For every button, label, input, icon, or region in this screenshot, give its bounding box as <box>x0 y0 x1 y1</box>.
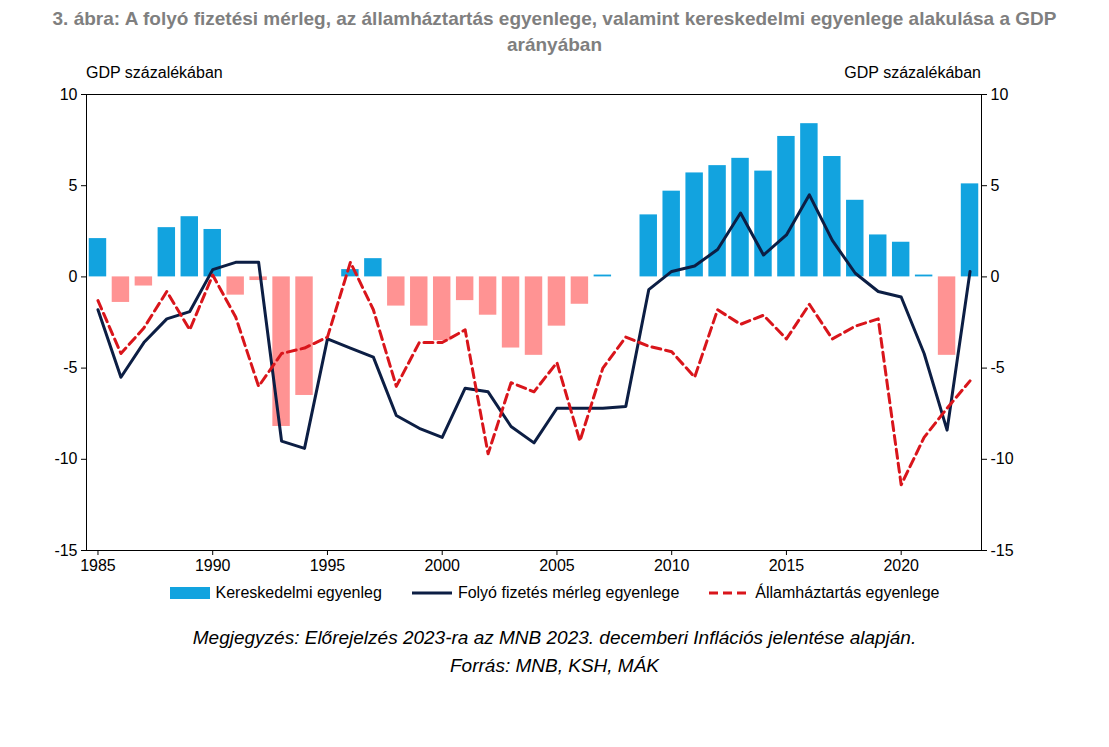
svg-text:0: 0 <box>69 268 78 285</box>
svg-text:5: 5 <box>991 177 1000 194</box>
svg-text:10: 10 <box>991 86 1009 103</box>
svg-text:-10: -10 <box>991 450 1014 467</box>
svg-text:2015: 2015 <box>769 557 805 574</box>
svg-text:-15: -15 <box>991 542 1014 559</box>
html-text:Kereskedelmi egyenleg: Kereskedelmi egyenleg <box>215 584 382 601</box>
html-text:3. ábra: A folyó fizetési mérl: 3. ábra: A folyó fizetési mérleg, az áll… <box>52 8 1057 55</box>
html-text:GDP százalékában: GDP százalékában <box>844 64 981 81</box>
svg-text:2005: 2005 <box>539 557 575 574</box>
html-text:GDP százalékában: GDP százalékában <box>86 64 223 81</box>
html-text:Megjegyzés: Előrejelzés 2023-r: Megjegyzés: Előrejelzés 2023-ra az MNB 2… <box>192 627 917 648</box>
html-text:Forrás: MNB, KSH, MÁK: Forrás: MNB, KSH, MÁK <box>450 655 659 676</box>
svg-text:2020: 2020 <box>883 557 919 574</box>
svg-text:1990: 1990 <box>195 557 231 574</box>
svg-text:1995: 1995 <box>310 557 346 574</box>
svg-text:5: 5 <box>69 177 78 194</box>
svg-text:-5: -5 <box>991 359 1005 376</box>
svg-text:2010: 2010 <box>654 557 690 574</box>
svg-text:-15: -15 <box>54 542 77 559</box>
svg-text:0: 0 <box>991 268 1000 285</box>
svg-text:2000: 2000 <box>424 557 460 574</box>
svg-text:-10: -10 <box>54 450 77 467</box>
svg-text:-5: -5 <box>63 359 77 376</box>
svg-text:10: 10 <box>60 86 78 103</box>
svg-text:1985: 1985 <box>80 557 116 574</box>
html-text:Államháztartás egyenlege: Államháztartás egyenlege <box>755 584 940 601</box>
html-text:Folyó fizetés mérleg egyenlege: Folyó fizetés mérleg egyenlege <box>457 584 680 601</box>
